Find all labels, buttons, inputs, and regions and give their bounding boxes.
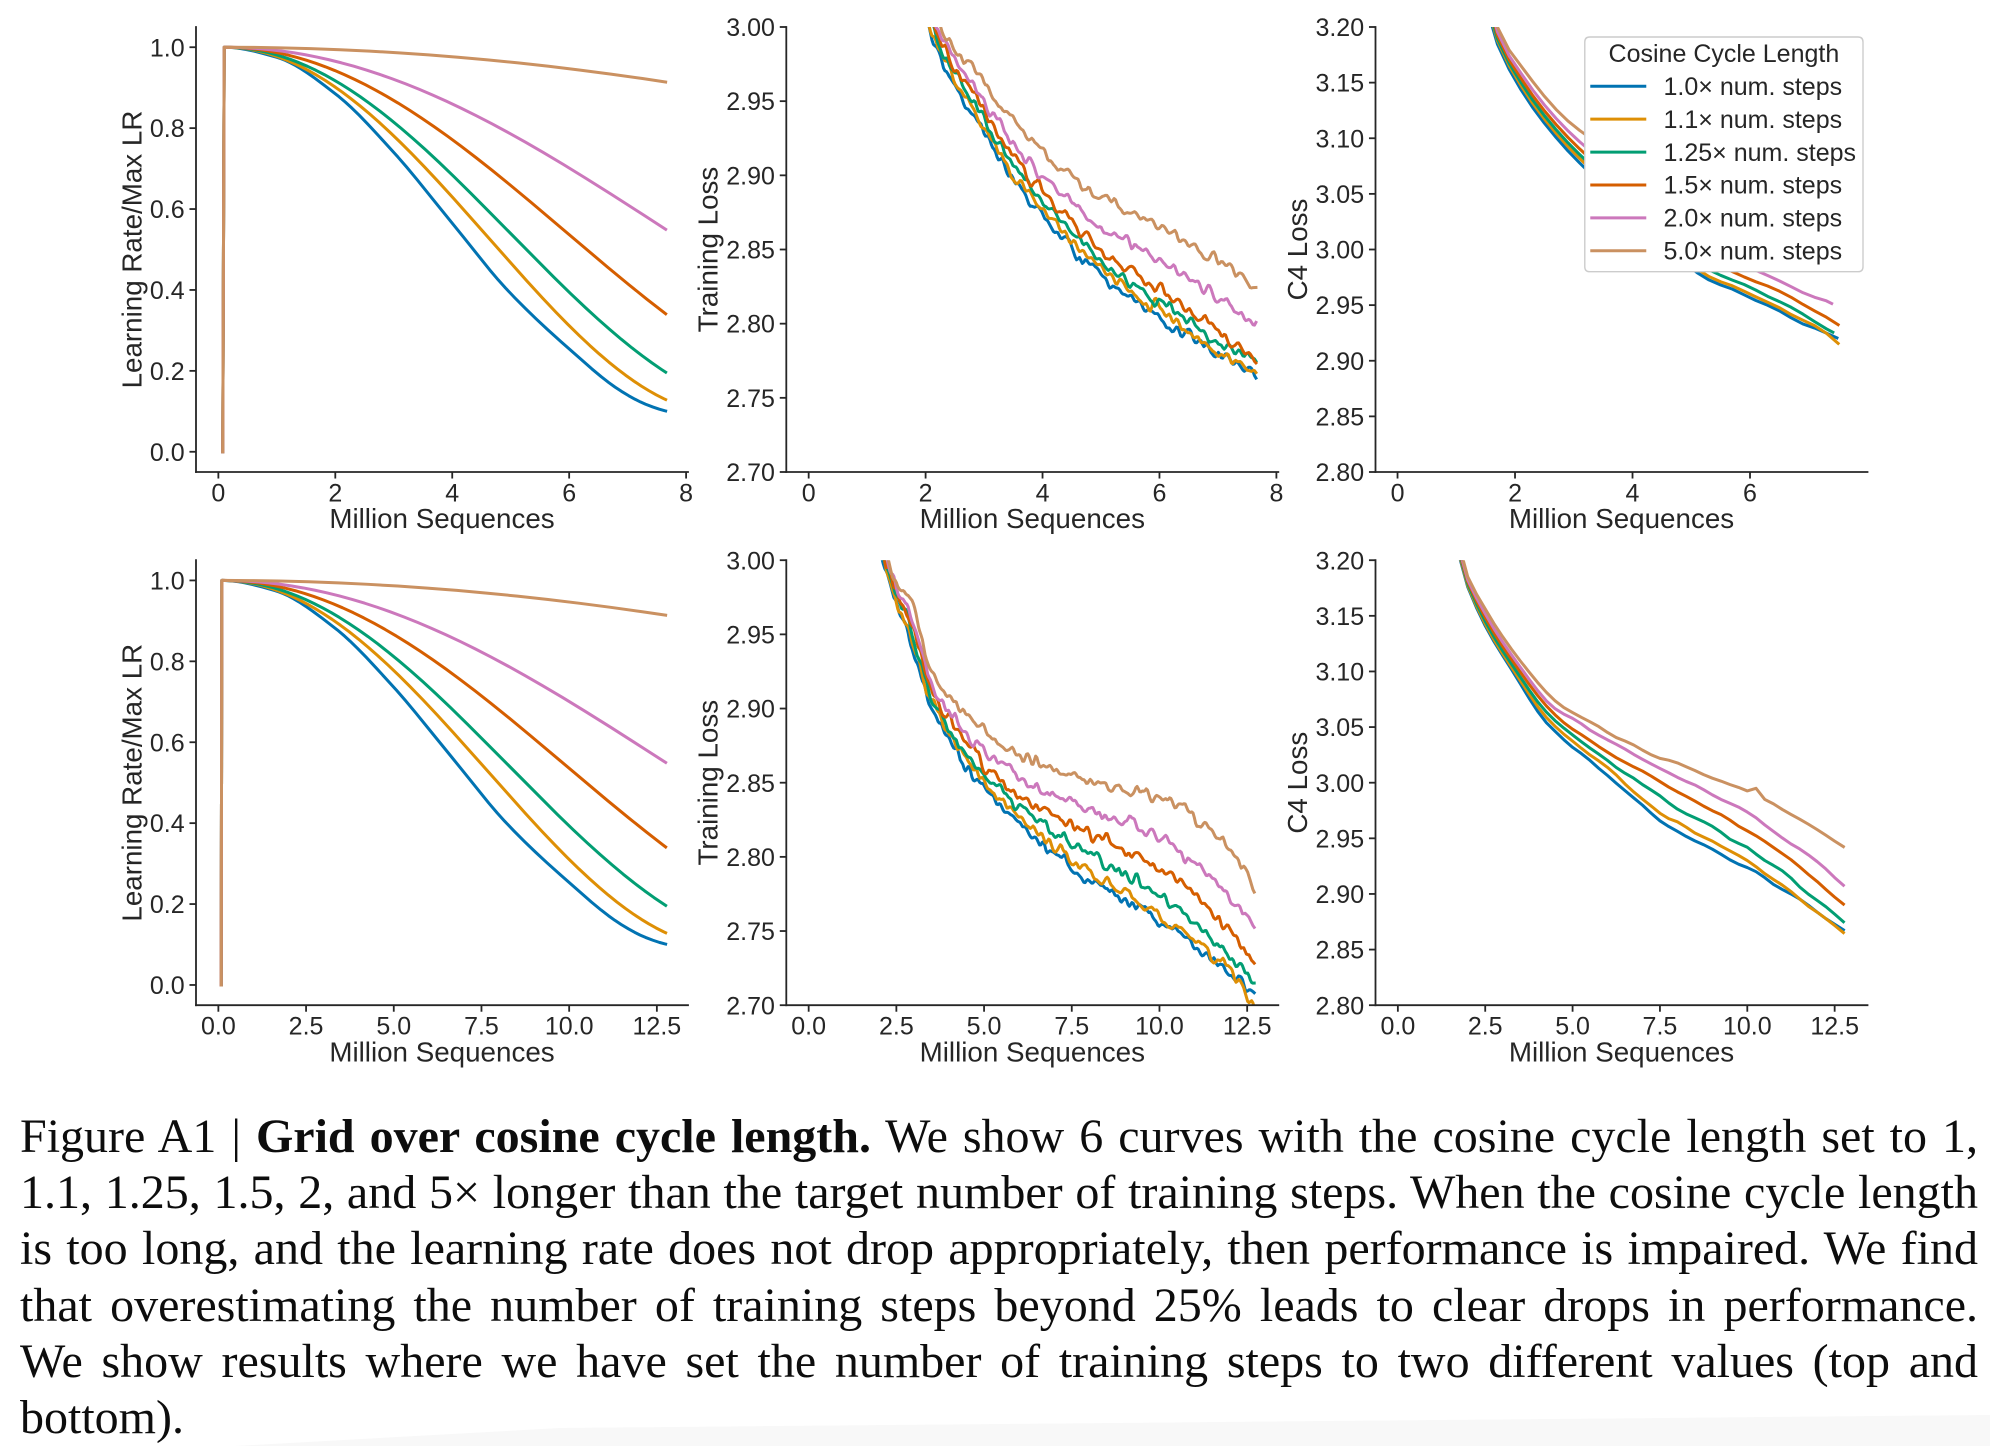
- svg-text:2.85: 2.85: [726, 237, 775, 265]
- svg-text:7.5: 7.5: [1643, 1013, 1678, 1041]
- svg-text:5.0: 5.0: [967, 1013, 1002, 1041]
- svg-text:Million Sequences: Million Sequences: [1509, 503, 1734, 534]
- svg-text:0: 0: [1391, 480, 1405, 508]
- svg-text:5.0× num. steps: 5.0× num. steps: [1664, 238, 1843, 266]
- svg-text:1.1× num. steps: 1.1× num. steps: [1664, 106, 1843, 134]
- svg-text:0.8: 0.8: [150, 115, 185, 143]
- svg-text:0: 0: [211, 480, 225, 508]
- svg-text:2.70: 2.70: [726, 992, 775, 1020]
- svg-text:1.0: 1.0: [150, 567, 185, 595]
- svg-text:2.80: 2.80: [726, 844, 775, 872]
- svg-text:Learning Rate/Max LR: Learning Rate/Max LR: [116, 644, 147, 922]
- svg-text:3.15: 3.15: [1315, 70, 1364, 98]
- svg-text:Million Sequences: Million Sequences: [1509, 1036, 1734, 1067]
- svg-text:2.85: 2.85: [1315, 403, 1364, 431]
- svg-text:2.75: 2.75: [726, 385, 775, 413]
- svg-text:10.0: 10.0: [1723, 1013, 1772, 1041]
- svg-text:2.95: 2.95: [1315, 825, 1364, 853]
- svg-text:8: 8: [679, 480, 693, 508]
- svg-text:10.0: 10.0: [1135, 1013, 1184, 1041]
- svg-text:0.2: 0.2: [150, 891, 185, 919]
- svg-text:2.95: 2.95: [1315, 292, 1364, 320]
- svg-text:Training Loss: Training Loss: [693, 700, 724, 866]
- svg-text:0.8: 0.8: [150, 648, 185, 676]
- svg-text:2.90: 2.90: [726, 162, 775, 190]
- svg-text:1.25× num. steps: 1.25× num. steps: [1664, 139, 1856, 167]
- svg-text:0.2: 0.2: [150, 358, 185, 386]
- svg-text:2.5: 2.5: [1468, 1013, 1503, 1041]
- svg-text:3.10: 3.10: [1315, 659, 1364, 687]
- svg-text:7.5: 7.5: [1054, 1013, 1089, 1041]
- svg-text:3.20: 3.20: [1315, 14, 1364, 42]
- svg-text:C4 Loss: C4 Loss: [1282, 199, 1313, 301]
- svg-text:2.85: 2.85: [1315, 937, 1364, 965]
- svg-text:2.5: 2.5: [879, 1013, 914, 1041]
- svg-text:5.0: 5.0: [376, 1013, 411, 1041]
- svg-text:0.0: 0.0: [150, 972, 185, 1000]
- svg-text:2.90: 2.90: [1315, 348, 1364, 376]
- svg-text:Million Sequences: Million Sequences: [920, 503, 1145, 534]
- svg-text:2: 2: [1508, 480, 1522, 508]
- svg-text:2.95: 2.95: [726, 621, 775, 649]
- svg-text:4: 4: [445, 480, 459, 508]
- svg-text:2.75: 2.75: [726, 918, 775, 946]
- svg-text:C4 Loss: C4 Loss: [1282, 732, 1313, 834]
- svg-text:0.6: 0.6: [150, 729, 185, 757]
- svg-text:4: 4: [1626, 480, 1640, 508]
- svg-text:0: 0: [802, 480, 816, 508]
- svg-text:2.85: 2.85: [726, 770, 775, 798]
- svg-text:3.00: 3.00: [1315, 237, 1364, 265]
- svg-text:6: 6: [562, 480, 576, 508]
- svg-text:Million Sequences: Million Sequences: [329, 1036, 554, 1067]
- svg-text:0.0: 0.0: [791, 1013, 826, 1041]
- svg-text:2.80: 2.80: [1315, 459, 1364, 487]
- svg-text:1.5× num. steps: 1.5× num. steps: [1664, 172, 1843, 200]
- svg-text:3.05: 3.05: [1315, 181, 1364, 209]
- svg-text:12.5: 12.5: [633, 1013, 682, 1041]
- svg-text:Million Sequences: Million Sequences: [329, 503, 554, 534]
- svg-text:3.00: 3.00: [726, 547, 775, 575]
- svg-text:2: 2: [919, 480, 933, 508]
- svg-text:2.5: 2.5: [289, 1013, 324, 1041]
- svg-text:2.80: 2.80: [1315, 992, 1364, 1020]
- svg-text:4: 4: [1036, 480, 1050, 508]
- svg-text:12.5: 12.5: [1223, 1013, 1272, 1041]
- svg-text:6: 6: [1153, 480, 1167, 508]
- svg-text:10.0: 10.0: [545, 1013, 594, 1041]
- svg-text:2: 2: [328, 480, 342, 508]
- svg-text:Learning Rate/Max LR: Learning Rate/Max LR: [116, 111, 147, 389]
- svg-text:0.6: 0.6: [150, 196, 185, 224]
- svg-text:0.4: 0.4: [150, 277, 185, 305]
- svg-text:0.0: 0.0: [150, 439, 185, 467]
- svg-text:2.90: 2.90: [726, 696, 775, 724]
- svg-text:3.20: 3.20: [1315, 547, 1364, 575]
- svg-text:8: 8: [1269, 480, 1283, 508]
- svg-text:0.0: 0.0: [1380, 1013, 1415, 1041]
- svg-text:6: 6: [1743, 480, 1757, 508]
- svg-text:1.0× num. steps: 1.0× num. steps: [1664, 73, 1843, 101]
- svg-text:0.4: 0.4: [150, 810, 185, 838]
- svg-text:3.10: 3.10: [1315, 125, 1364, 153]
- svg-text:3.00: 3.00: [726, 14, 775, 42]
- svg-text:2.90: 2.90: [1315, 881, 1364, 909]
- svg-text:Training Loss: Training Loss: [693, 167, 724, 333]
- svg-text:Million Sequences: Million Sequences: [920, 1036, 1145, 1067]
- svg-text:3.15: 3.15: [1315, 603, 1364, 631]
- svg-text:2.70: 2.70: [726, 459, 775, 487]
- svg-text:3.00: 3.00: [1315, 770, 1364, 798]
- svg-text:2.0× num. steps: 2.0× num. steps: [1664, 205, 1843, 233]
- svg-text:2.95: 2.95: [726, 88, 775, 116]
- svg-text:Cosine Cycle Length: Cosine Cycle Length: [1609, 40, 1840, 68]
- svg-text:12.5: 12.5: [1810, 1013, 1859, 1041]
- svg-text:0.0: 0.0: [201, 1013, 236, 1041]
- svg-text:2.80: 2.80: [726, 311, 775, 339]
- svg-text:1.0: 1.0: [150, 34, 185, 62]
- svg-text:7.5: 7.5: [464, 1013, 499, 1041]
- svg-text:3.05: 3.05: [1315, 714, 1364, 742]
- svg-text:5.0: 5.0: [1555, 1013, 1590, 1041]
